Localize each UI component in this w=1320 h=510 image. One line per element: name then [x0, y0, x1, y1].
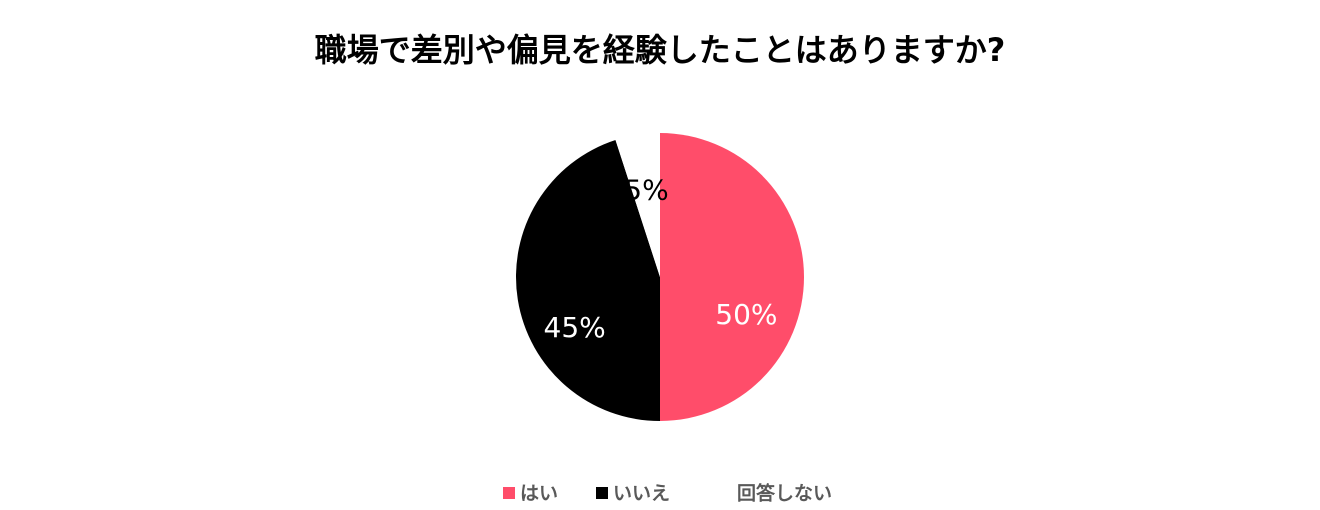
legend-label: はい — [520, 483, 558, 505]
pie-slice — [615, 133, 660, 277]
chart-title: 職場で差別や偏見を経験したことはありますか? — [315, 31, 1006, 69]
legend-swatch — [596, 487, 608, 499]
value-label: 5% — [624, 174, 668, 207]
legend-swatch — [720, 487, 732, 499]
pie-slice — [660, 133, 804, 421]
legend-label: 回答しない — [737, 482, 832, 505]
pie-slice — [516, 140, 660, 422]
value-label: 50% — [715, 298, 777, 331]
legend-swatch — [503, 487, 515, 499]
value-label: 45% — [544, 311, 606, 344]
legend-label: いいえ — [613, 483, 670, 505]
